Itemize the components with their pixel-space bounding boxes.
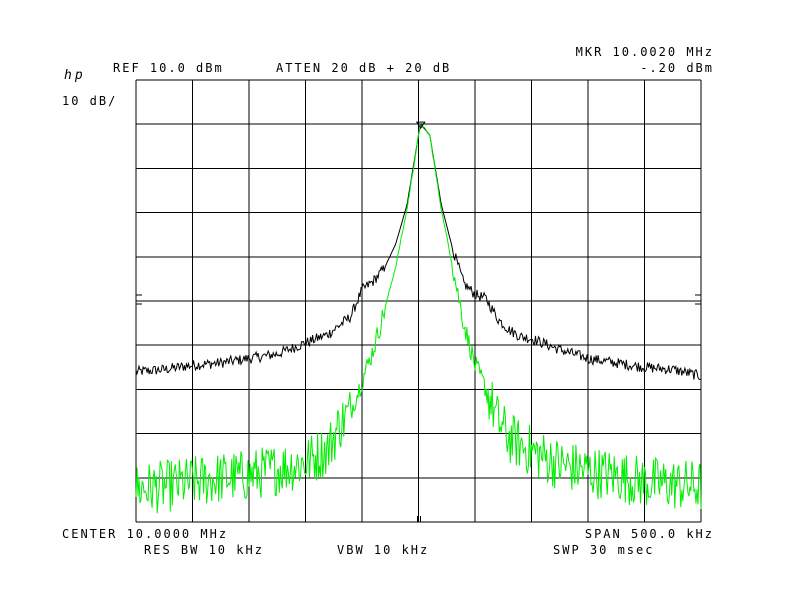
scale-label: 10 dB/ [62,94,118,108]
span-label: SPAN 500.0 kHz [584,527,714,541]
ref-level-label: REF 10.0 dBm [113,61,224,75]
resolution-bandwidth-label: RES BW 10 kHz [144,543,264,557]
traces [135,124,702,514]
marker-level-label: -.20 dBm [640,61,714,75]
center-frequency-label: CENTER 10.0000 MHz [62,527,229,541]
markers [136,121,701,522]
graticule [135,79,702,523]
marker-frequency-label: MKR 10.0020 MHz [575,45,714,59]
video-bandwidth-label: VBW 10 kHz [337,543,430,557]
trace-b [135,125,702,514]
hp-logo: hp [64,68,86,83]
marker-diamond-icon [415,121,426,129]
sweep-time-label: SWP 30 msec [553,543,655,557]
attenuation-label: ATTEN 20 dB + 20 dB [276,61,452,75]
